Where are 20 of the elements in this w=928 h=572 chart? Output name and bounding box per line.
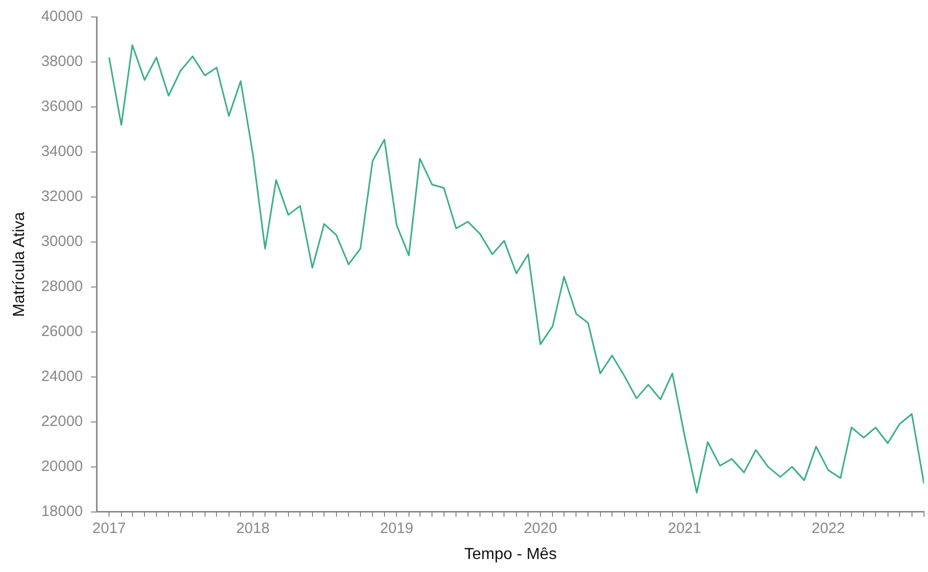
x-tick-label: 2022 xyxy=(812,520,845,537)
y-tick-label: 24000 xyxy=(41,368,83,385)
x-tick-label: 2020 xyxy=(524,520,558,537)
y-tick-label: 30000 xyxy=(41,233,83,250)
y-tick-label: 32000 xyxy=(41,188,83,206)
x-tick-label: 2017 xyxy=(92,520,126,537)
x-tick-label: 2018 xyxy=(236,520,270,537)
y-tick-label: 22000 xyxy=(41,412,83,430)
y-tick-label: 20000 xyxy=(41,458,83,475)
x-tick-label: 2021 xyxy=(668,520,702,537)
y-tick-label: 38000 xyxy=(41,53,83,70)
y-tick-label: 18000 xyxy=(41,502,83,520)
x-tick-label: 2019 xyxy=(380,520,414,537)
y-tick-label: 26000 xyxy=(41,323,83,340)
y-tick-label: 36000 xyxy=(41,98,83,116)
y-tick-label: 34000 xyxy=(41,143,83,160)
y-tick-label: 40000 xyxy=(41,8,83,26)
y-tick-label: 28000 xyxy=(41,278,83,296)
x-axis-title: Tempo - Mês xyxy=(464,546,557,563)
y-axis-title: Matrícula Ativa xyxy=(11,212,28,317)
